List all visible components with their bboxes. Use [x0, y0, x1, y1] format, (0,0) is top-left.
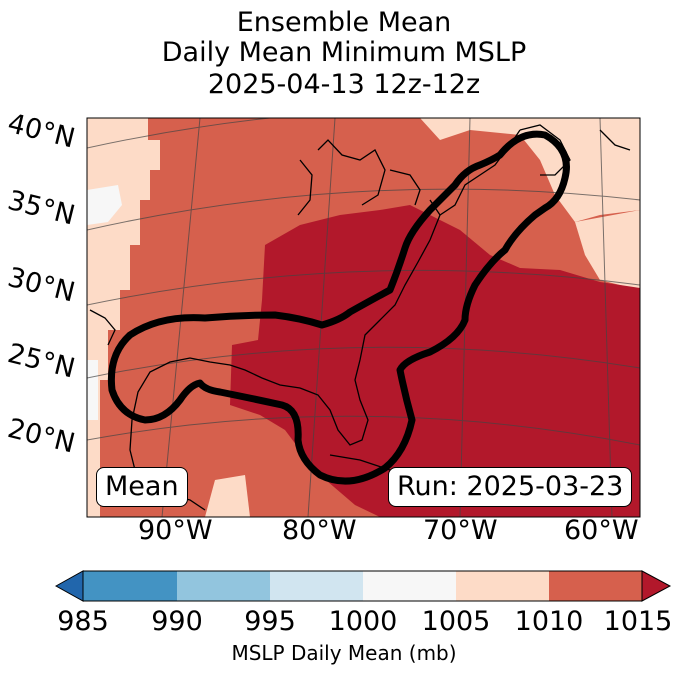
field-1000-1005-west [87, 185, 122, 225]
colorbar-bin-995-1000 [270, 571, 363, 601]
field-1015-core [230, 205, 640, 517]
lon-label-70w: 70°W [423, 515, 498, 546]
colorbar-tick-1010: 1010 [514, 606, 584, 637]
mslp-mean-contour [107, 130, 570, 485]
title-line-1: Ensemble Mean [236, 7, 452, 38]
lon-label-80w: 80°W [282, 515, 357, 546]
field-1000-1005-sw [87, 360, 98, 420]
colorbar-tick-995: 995 [244, 606, 296, 637]
colorbar-tick-985: 985 [57, 606, 109, 637]
colorbar-tick-1015: 1015 [603, 606, 673, 637]
lon-label-60w: 60°W [564, 515, 639, 546]
run-label: Run: 2025-03-23 [388, 467, 633, 507]
field-1005-1010-ne [420, 118, 640, 222]
colorbar-bin-1010-1015 [549, 571, 642, 601]
colorbar [54, 570, 672, 602]
colorbar-tick-1005: 1005 [421, 606, 491, 637]
colorbar-bin-1005-1010 [456, 571, 549, 601]
colorbar-extend-low [54, 570, 84, 602]
colorbar-tick-1000: 1000 [328, 606, 398, 637]
mean-label: Mean [96, 467, 188, 507]
colorbar-extend-high [641, 570, 672, 602]
colorbar-tick-990: 990 [151, 606, 203, 637]
colorbar-label: MSLP Daily Mean (mb) [231, 641, 457, 665]
field-1005-1010-south [205, 475, 250, 517]
colorbar-bin-1000-1005 [363, 571, 456, 601]
map-panel [86, 117, 641, 518]
title-line-2: Daily Mean Minimum MSLP [161, 37, 527, 68]
colorbar-bin-990-995 [177, 571, 270, 601]
title-line-3: 2025-04-13 12z-12z [207, 69, 481, 100]
field-1005-1010-ne2 [575, 210, 640, 290]
colorbar-bin-985-990 [83, 571, 177, 601]
lon-label-90w: 90°W [138, 515, 213, 546]
